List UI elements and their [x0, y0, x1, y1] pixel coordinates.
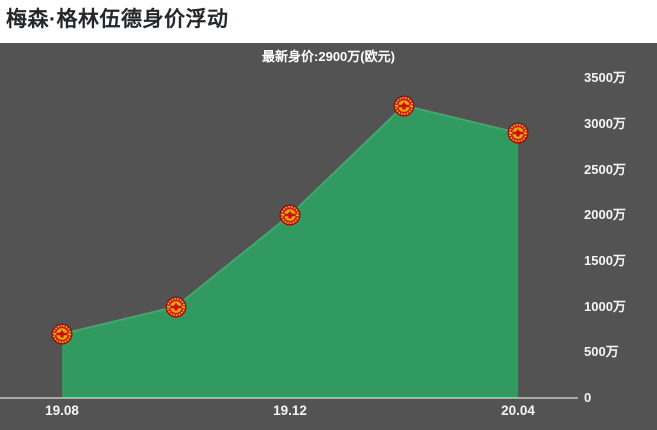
value-area-fill — [62, 105, 518, 398]
latest-value-label: 最新身价:2900万(欧元) — [262, 49, 395, 64]
manchester-united-crest-icon[interactable] — [279, 204, 301, 227]
y-axis-tick-label: 0 — [584, 390, 592, 405]
y-axis-tick-label: 2000万 — [584, 207, 626, 223]
x-axis-tick-label: 19.12 — [273, 403, 307, 418]
y-axis-tick-label: 1500万 — [584, 252, 626, 268]
x-axis-tick-label: 19.08 — [45, 403, 79, 418]
manchester-united-crest-icon[interactable] — [393, 94, 415, 117]
page-title: 梅森·格林伍德身价浮动 — [6, 8, 229, 31]
y-axis-tick-label: 3000万 — [584, 115, 626, 131]
manchester-united-crest-icon[interactable] — [165, 295, 187, 318]
y-axis-tick-label: 1000万 — [584, 298, 626, 314]
manchester-united-crest-icon[interactable] — [507, 121, 529, 144]
title-band: 梅森·格林伍德身价浮动 — [0, 0, 657, 43]
y-axis-tick-label: 2500万 — [584, 161, 626, 177]
x-axis-tick-label: 20.04 — [501, 403, 535, 418]
chart-region[interactable]: 最新身价:2900万(欧元) 0 500万 1000万 1500万 2000万 2500万… — [0, 43, 657, 430]
area-chart-canvas[interactable] — [0, 43, 657, 430]
y-axis-tick-label: 3500万 — [584, 70, 626, 86]
y-axis-tick-label: 500万 — [584, 344, 619, 360]
manchester-united-crest-icon[interactable] — [51, 323, 73, 346]
